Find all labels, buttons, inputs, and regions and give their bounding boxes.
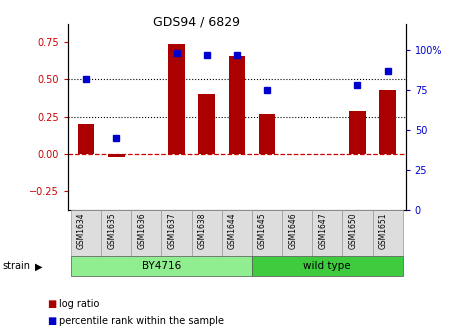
Text: ■: ■ [47,316,56,326]
Text: wild type: wild type [303,261,351,271]
Bar [349,111,366,154]
Text: GSM1646: GSM1646 [288,213,297,250]
FancyBboxPatch shape [252,210,282,257]
Bar [198,94,215,154]
FancyBboxPatch shape [222,210,252,257]
Text: GSM1637: GSM1637 [167,213,176,250]
Text: BY4716: BY4716 [142,261,181,271]
Bar [108,154,125,157]
Bar [379,90,396,154]
Text: ■: ■ [47,299,56,309]
Text: ▶: ▶ [35,261,42,271]
FancyBboxPatch shape [192,210,222,257]
Text: GSM1636: GSM1636 [137,213,146,250]
FancyBboxPatch shape [131,210,161,257]
FancyBboxPatch shape [101,210,131,257]
FancyBboxPatch shape [282,210,312,257]
Bar [168,44,185,154]
FancyBboxPatch shape [342,210,372,257]
Text: GSM1650: GSM1650 [348,213,357,250]
Text: GDS94 / 6829: GDS94 / 6829 [153,15,241,28]
FancyBboxPatch shape [161,210,192,257]
FancyBboxPatch shape [252,256,403,276]
FancyBboxPatch shape [71,256,252,276]
Text: log ratio: log ratio [59,299,99,309]
Text: GSM1644: GSM1644 [228,213,237,250]
Text: strain: strain [2,261,30,271]
FancyBboxPatch shape [71,210,101,257]
Text: GSM1638: GSM1638 [198,213,207,249]
Text: GSM1635: GSM1635 [107,213,116,250]
Bar [228,55,245,154]
Text: GSM1645: GSM1645 [258,213,267,250]
FancyBboxPatch shape [372,210,403,257]
Bar [259,114,275,154]
Text: GSM1634: GSM1634 [77,213,86,250]
Text: percentile rank within the sample: percentile rank within the sample [59,316,224,326]
Bar [78,124,94,154]
Text: GSM1651: GSM1651 [378,213,387,249]
Text: GSM1647: GSM1647 [318,213,327,250]
FancyBboxPatch shape [312,210,342,257]
